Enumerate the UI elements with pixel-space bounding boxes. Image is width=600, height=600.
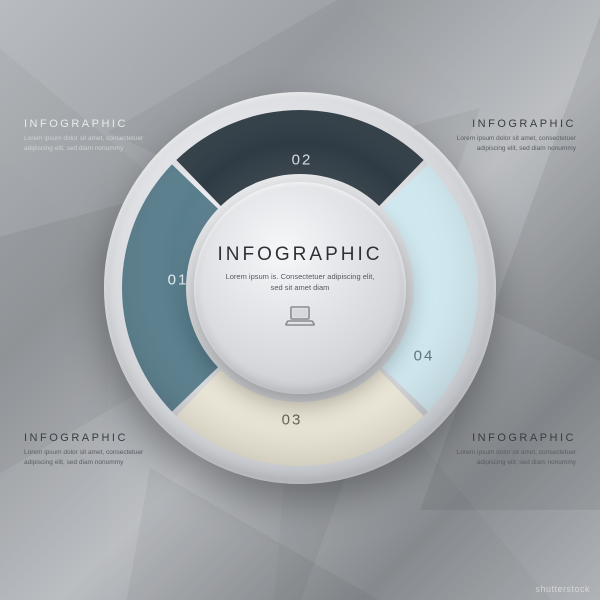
center-subtitle: Lorem ipsum is. Consectetuer adipiscing … — [225, 272, 375, 294]
laptop-icon — [285, 305, 315, 332]
segment-number-04: 04 — [414, 348, 435, 365]
infographic-stage: INFOGRAPHIC Lorem ipsum dolor sit amet, … — [0, 0, 600, 600]
segment-number-01: 01 — [168, 272, 189, 289]
segment-number-03: 03 — [282, 412, 303, 429]
center-title: INFOGRAPHIC — [218, 244, 383, 266]
center-circle: INFOGRAPHIC Lorem ipsum is. Consectetuer… — [194, 182, 406, 394]
segment-number-02: 02 — [292, 152, 313, 169]
watermark: shutterstock — [535, 584, 590, 594]
donut-ring: 01 02 03 04 INFOGRAPHIC Lorem ipsum is. … — [120, 108, 480, 468]
